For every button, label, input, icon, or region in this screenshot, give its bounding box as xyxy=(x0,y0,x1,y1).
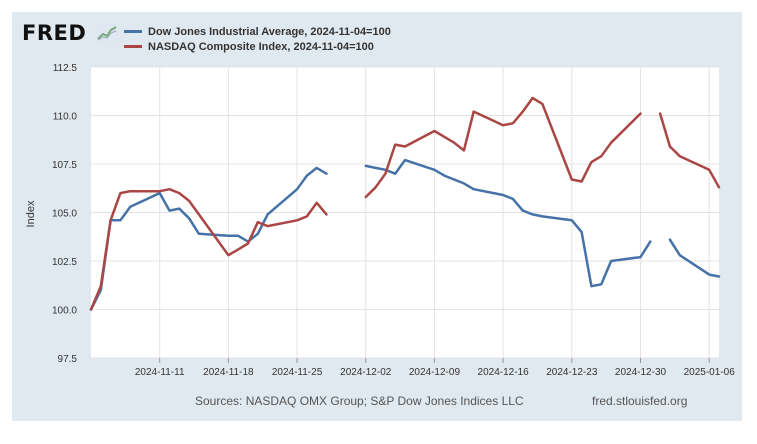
footer-site-link[interactable]: fred.stlouisfed.org xyxy=(592,394,688,408)
y-tick-label: 97.5 xyxy=(58,354,78,365)
x-tick-label: 2024-11-11 xyxy=(135,367,185,378)
legend-swatch-nasdaq xyxy=(124,45,142,48)
series-line-dow xyxy=(668,238,721,278)
x-tick-label: 2024-12-02 xyxy=(340,367,392,378)
fred-logo[interactable]: FRED xyxy=(22,21,87,45)
y-tick-label: 100.0 xyxy=(52,306,77,317)
legend-label-dow: Dow Jones Industrial Average, 2024-11-04… xyxy=(148,25,391,38)
trend-line-icon xyxy=(96,24,118,42)
series-layer xyxy=(89,96,721,311)
y-tick-label: 112.5 xyxy=(53,63,78,74)
y-tick-label: 107.5 xyxy=(52,160,77,171)
y-tick-label: 105.0 xyxy=(52,209,77,220)
legend: Dow Jones Industrial Average, 2024-11-04… xyxy=(124,24,391,54)
series-line-dow xyxy=(89,166,328,311)
y-tick-labels: 97.5 100.0 102.5 105.0 107.5 110.0 112.5 xyxy=(52,63,77,365)
legend-item-dow: Dow Jones Industrial Average, 2024-11-04… xyxy=(124,24,391,39)
x-tick-label: 2024-11-18 xyxy=(203,367,254,378)
x-tick-label: 2024-12-16 xyxy=(478,367,530,378)
x-tick-label: 2025-01-06 xyxy=(684,367,736,378)
x-tick-labels: 2024-11-11 2024-11-18 2024-11-25 2024-12-02… xyxy=(135,367,735,378)
x-tick-label: 2024-12-23 xyxy=(546,367,598,378)
series-line-nasdaq xyxy=(89,187,328,311)
y-tick-label: 102.5 xyxy=(52,257,77,268)
series-line-nasdaq xyxy=(364,96,642,199)
y-axis-label: Index xyxy=(25,200,37,227)
legend-label-nasdaq: NASDAQ Composite Index, 2024-11-04=100 xyxy=(148,40,374,53)
legend-swatch-dow xyxy=(124,30,142,33)
grid-layer xyxy=(91,66,719,363)
legend-item-nasdaq: NASDAQ Composite Index, 2024-11-04=100 xyxy=(124,39,391,54)
series-line-dow xyxy=(364,158,652,288)
x-tick-label: 2024-11-25 xyxy=(272,367,323,378)
x-tick-label: 2024-12-30 xyxy=(615,367,667,378)
x-tick-label: 2024-12-09 xyxy=(409,367,461,378)
chart-svg: 97.5 100.0 102.5 105.0 107.5 110.0 112.5 2024-… xyxy=(25,63,735,378)
y-tick-label: 110.0 xyxy=(53,112,78,123)
footer-sources: Sources: NASDAQ OMX Group; S&P Dow Jones… xyxy=(195,394,524,408)
series-line-nasdaq xyxy=(658,112,721,189)
chart-frame: 97.5 100.0 102.5 105.0 107.5 110.0 112.5 2024-… xyxy=(12,12,742,421)
